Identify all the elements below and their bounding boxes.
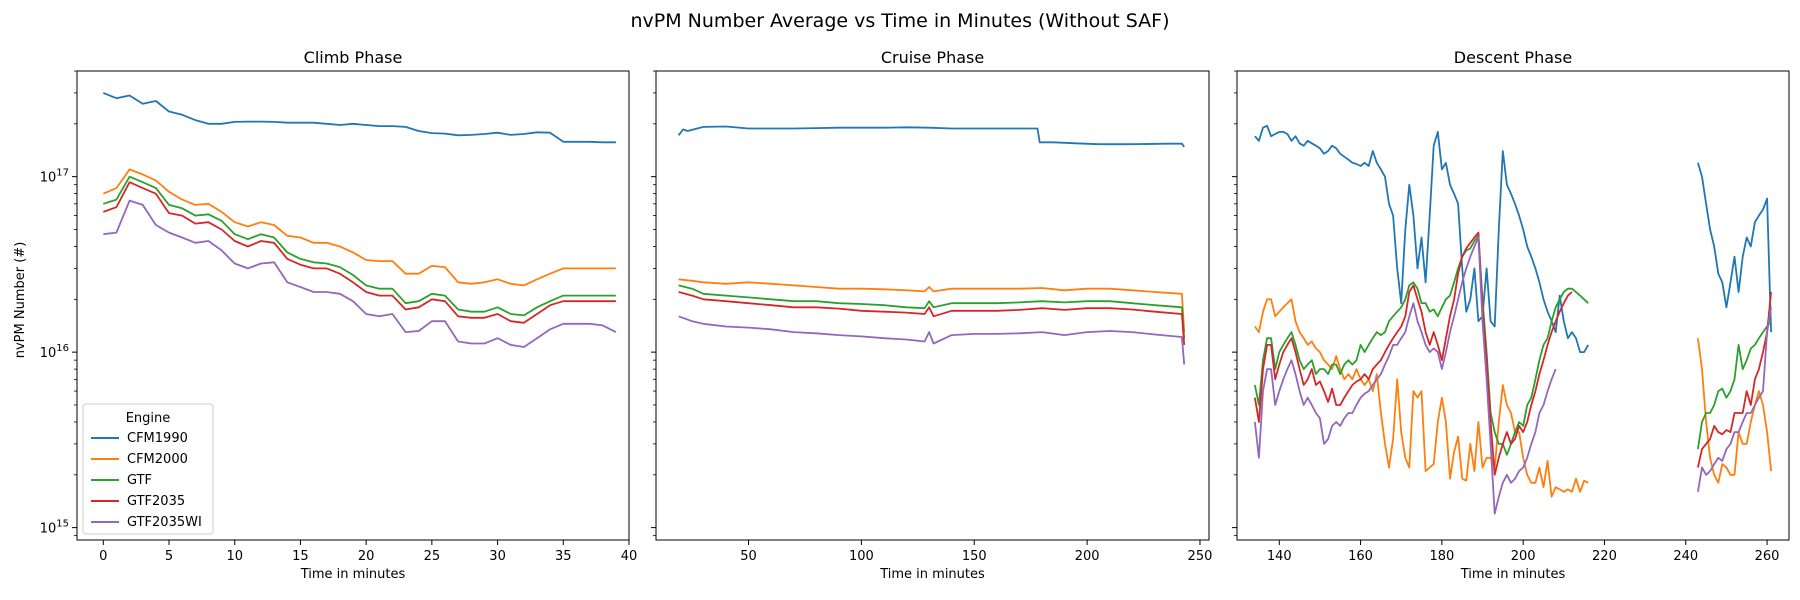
series-line-gtf2035wi (103, 199, 617, 348)
series-line-cfm2000 (102, 168, 616, 287)
plot-frame (655, 70, 1210, 541)
legend-entry: CFM1990 (127, 431, 188, 446)
x-tick-label: 35 (555, 549, 572, 564)
series-line-cfm2000 (678, 278, 1186, 333)
panel-descent-phase: Descent Phase 140 160 180 200 220 240 260 Time i… (1232, 48, 1790, 582)
x-tick-label: 50 (740, 549, 757, 564)
series-line-gtf2035wi (1254, 236, 1772, 515)
series-line-cfm1990 (102, 92, 616, 144)
series-line-gtf (1254, 234, 1772, 456)
legend-entry: GTF2035WI (127, 515, 202, 530)
x-tick-label: 250 (1188, 549, 1213, 564)
panel-title: Cruise Phase (881, 48, 984, 67)
figure-title: nvPM Number Average vs Time in Minutes (… (631, 10, 1170, 32)
panel-title: Climb Phase (304, 48, 403, 67)
x-axis-label: Time in minutes (1460, 567, 1566, 582)
plot-frame (1236, 70, 1790, 541)
x-tick-label: 20 (358, 549, 375, 564)
legend: Engine CFM1990 CFM2000 GTF GTF2035 GTF2035WI (82, 403, 214, 535)
x-tick-label: 150 (962, 549, 987, 564)
series-line-gtf2035 (678, 291, 1186, 345)
x-axis-label: Time in minutes (300, 567, 406, 582)
series-line-gtf (103, 175, 616, 317)
x-tick-label: 15 (292, 549, 309, 564)
x-axis-label: Time in minutes (879, 567, 985, 582)
x-tick-label: 160 (1348, 549, 1373, 564)
x-tick-label: 140 (1267, 549, 1292, 564)
x-tick-label: 180 (1429, 549, 1454, 564)
y-tick-label: 1016 (40, 343, 69, 361)
series-line-cfm2000 (1254, 298, 1772, 498)
panel-cruise-phase: Cruise Phase 50 100 150 200 250 Time in minute… (651, 48, 1212, 582)
x-tick-label: 10 (226, 549, 243, 564)
x-tick-label: 100 (849, 549, 874, 564)
legend-entry: CFM2000 (127, 452, 188, 467)
x-tick-label: 240 (1673, 549, 1698, 564)
y-tick-label: 1015 (40, 519, 69, 537)
series-lines (1254, 124, 1772, 515)
x-tick-label: 200 (1075, 549, 1100, 564)
series-line-gtf2035wi (678, 315, 1186, 365)
x-tick-label: 40 (621, 549, 638, 564)
x-tick-label: 260 (1755, 549, 1780, 564)
legend-entry: GTF (127, 473, 152, 488)
x-tick-label: 25 (424, 549, 441, 564)
series-line-gtf (678, 284, 1186, 339)
x-tick-label: 30 (489, 549, 506, 564)
x-tick-label: 5 (165, 549, 173, 564)
legend-title: Engine (126, 411, 171, 426)
x-tick-label: 200 (1511, 549, 1536, 564)
series-line-gtf2035 (102, 181, 616, 324)
plot-frame (76, 70, 630, 541)
series-line-gtf2035 (1254, 231, 1772, 476)
series-line-cfm1990 (677, 125, 1185, 148)
series-line-cfm1990 (1254, 124, 1772, 353)
y-tick-label: 1017 (40, 168, 69, 186)
x-tick-label: 0 (99, 549, 107, 564)
panel-title: Descent Phase (1454, 48, 1572, 67)
legend-entry: GTF2035 (127, 494, 185, 509)
y-axis-label: nvPM Number (#) (13, 242, 28, 359)
series-lines (677, 125, 1186, 365)
x-tick-label: 220 (1592, 549, 1617, 564)
series-lines (102, 92, 617, 348)
